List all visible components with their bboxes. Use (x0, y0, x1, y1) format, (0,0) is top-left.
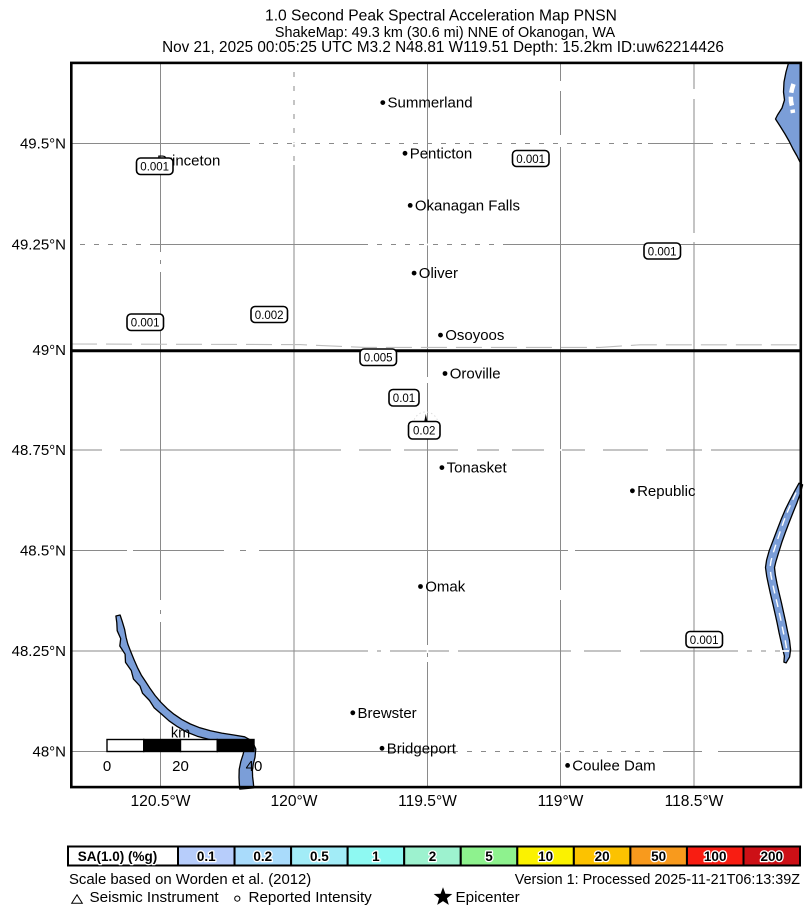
svg-text:40: 40 (246, 758, 263, 775)
svg-text:118.5°W: 118.5°W (665, 793, 724, 810)
svg-text:48.75°N: 48.75°N (12, 442, 66, 459)
svg-text:20: 20 (595, 849, 610, 864)
svg-text:120°W: 120°W (271, 793, 318, 810)
svg-text:0.001: 0.001 (648, 246, 677, 258)
svg-text:10: 10 (538, 849, 553, 864)
svg-text:Coulee Dam: Coulee Dam (572, 757, 655, 774)
svg-text:Oliver: Oliver (419, 265, 458, 282)
svg-text:0.5: 0.5 (310, 849, 329, 864)
svg-text:Omak: Omak (425, 579, 466, 596)
svg-text:0.001: 0.001 (516, 154, 545, 166)
svg-text:48.25°N: 48.25°N (12, 643, 66, 660)
svg-text:ShakeMap: 49.3 km (30.6 mi) NN: ShakeMap: 49.3 km (30.6 mi) NNE of Okano… (275, 25, 616, 41)
svg-text:Summerland: Summerland (388, 95, 473, 112)
svg-text:0: 0 (103, 758, 111, 775)
svg-text:119°W: 119°W (538, 793, 584, 810)
svg-text:Bridgeport: Bridgeport (387, 740, 457, 757)
svg-text:1: 1 (372, 849, 380, 864)
svg-text:49°N: 49°N (32, 342, 66, 359)
svg-text:2: 2 (429, 849, 437, 864)
svg-text:49.25°N: 49.25°N (12, 237, 66, 254)
svg-text:48°N: 48°N (32, 744, 66, 761)
svg-text:0.2: 0.2 (253, 849, 272, 864)
svg-text:Republic: Republic (637, 483, 696, 500)
svg-text:5: 5 (485, 849, 493, 864)
svg-text:Version 1: Processed 2025-11-2: Version 1: Processed 2025-11-21T06:13:39… (515, 872, 800, 888)
svg-text:Okanagan Falls: Okanagan Falls (415, 197, 520, 214)
svg-text:0.001: 0.001 (140, 162, 169, 174)
svg-text:0.001: 0.001 (690, 635, 719, 647)
svg-text:49.5°N: 49.5°N (20, 136, 66, 153)
svg-text:48.5°N: 48.5°N (20, 543, 66, 560)
svg-text:km: km (171, 726, 190, 742)
svg-text:Reported Intensity: Reported Intensity (249, 889, 373, 906)
svg-text:0.002: 0.002 (255, 310, 284, 322)
svg-text:0.02: 0.02 (413, 426, 435, 438)
svg-text:Scale based on Worden et al. (: Scale based on Worden et al. (2012) (69, 872, 311, 888)
svg-text:0.001: 0.001 (131, 318, 160, 330)
svg-text:Seismic Instrument: Seismic Instrument (90, 889, 220, 906)
svg-text:Brewster: Brewster (358, 705, 417, 722)
svg-text:Penticton: Penticton (410, 145, 473, 162)
svg-text:Nov 21, 2025 00:05:25 UTC M3.2: Nov 21, 2025 00:05:25 UTC M3.2 N48.81 W1… (162, 39, 724, 56)
svg-text:1.0 Second Peak Spectral Accel: 1.0 Second Peak Spectral Acceleration Ma… (265, 8, 617, 25)
svg-text:0.01: 0.01 (393, 393, 415, 405)
svg-text:119.5°W: 119.5°W (398, 793, 457, 810)
svg-text:Osoyoos: Osoyoos (445, 327, 504, 344)
svg-text:Epicenter: Epicenter (456, 889, 520, 906)
svg-text:120.5°W: 120.5°W (131, 793, 191, 810)
svg-text:Tonasket: Tonasket (447, 460, 508, 477)
svg-text:Oroville: Oroville (450, 366, 501, 383)
svg-text:0.005: 0.005 (364, 353, 393, 365)
svg-text:20: 20 (172, 758, 189, 775)
svg-text:SA(1.0) (%g): SA(1.0) (%g) (78, 849, 158, 864)
svg-text:0.1: 0.1 (197, 849, 216, 864)
svg-text:50: 50 (651, 849, 666, 864)
svg-text:100: 100 (704, 849, 727, 864)
svg-text:200: 200 (761, 849, 784, 864)
